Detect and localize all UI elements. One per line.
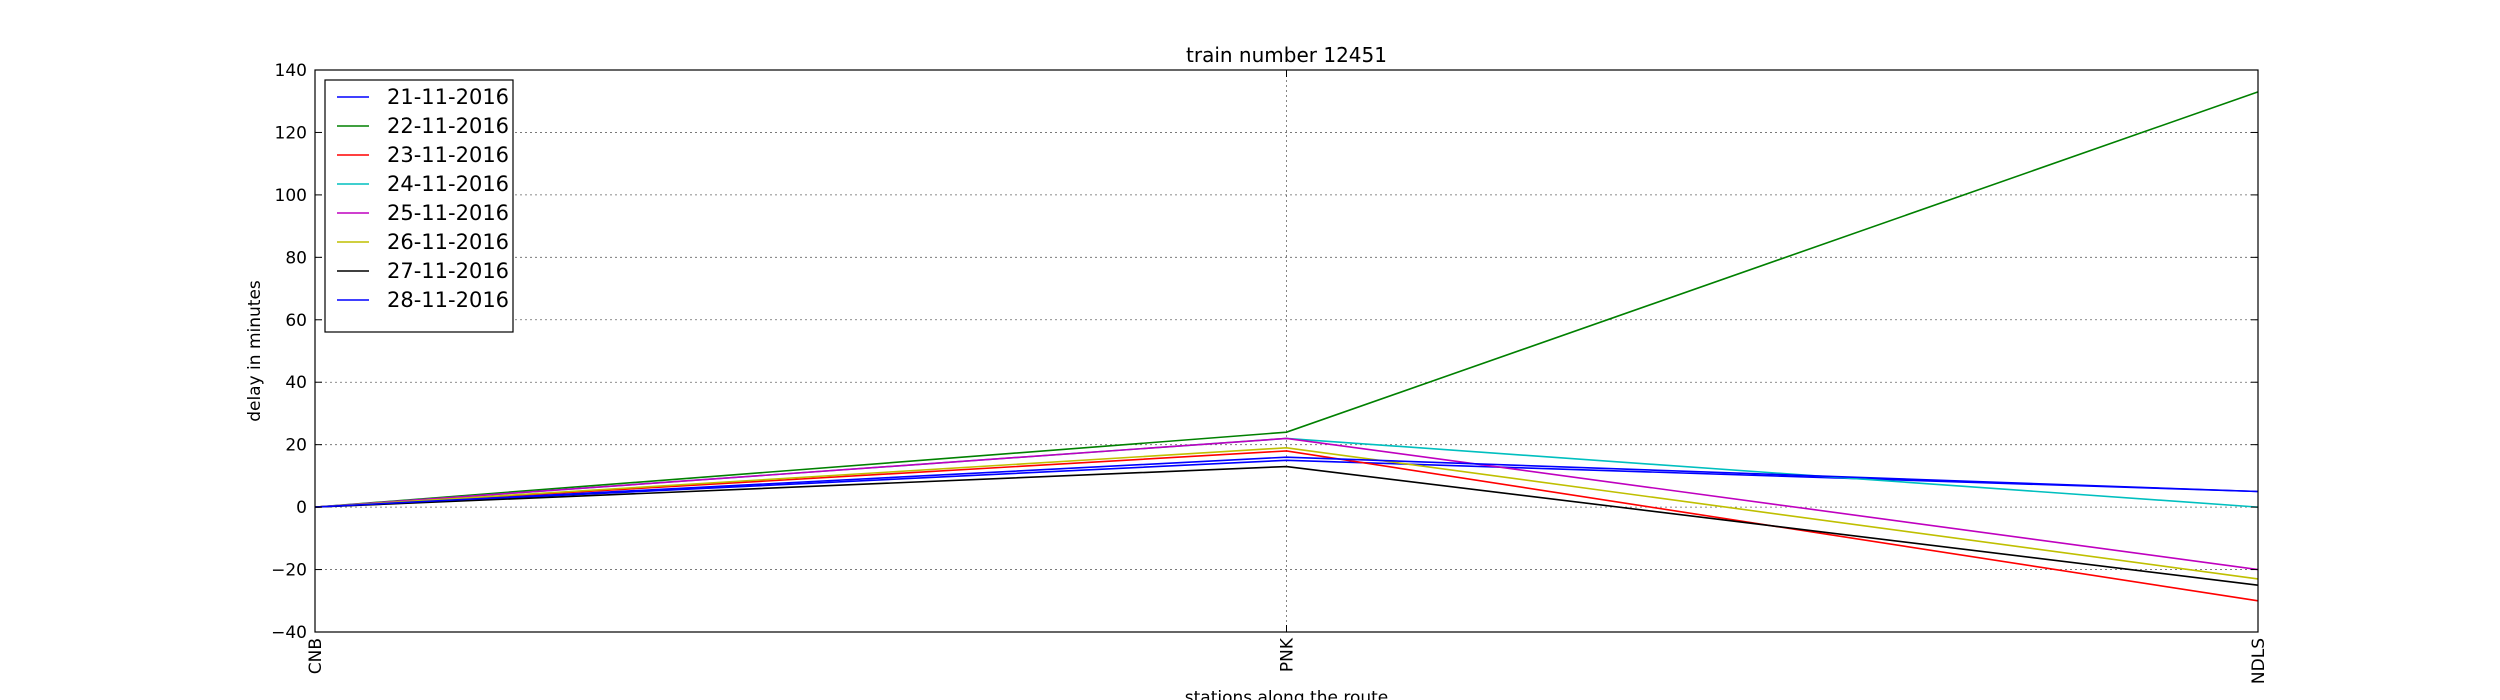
axis-ticks: −40 −20 0 20 40 60 80 100 120 140 CNB PNK NDLS [271, 61, 2269, 684]
series-line [314, 450, 2259, 602]
chart-title: train number 12451 [1186, 43, 1387, 67]
legend-label: 27-11-2016 [387, 259, 509, 283]
legend-label: 28-11-2016 [387, 288, 509, 312]
legend-label: 23-11-2016 [387, 143, 509, 167]
grid [315, 70, 2258, 632]
series-line [314, 459, 2259, 508]
x-tick-label: NDLS [2249, 638, 2269, 684]
y-tick-label: 140 [275, 61, 307, 81]
y-tick-label: 40 [285, 373, 307, 393]
series-line [314, 456, 2259, 508]
series-line [314, 465, 2259, 586]
legend-label: 26-11-2016 [387, 230, 509, 254]
x-tick-label: PNK [1278, 637, 1298, 672]
series-lines [314, 91, 2259, 602]
x-tick-label: CNB [306, 638, 326, 674]
y-tick-label: 100 [275, 186, 307, 206]
legend-box [324, 79, 514, 333]
series-line [314, 91, 2259, 508]
x-axis-label: stations along the route [1185, 688, 1389, 700]
y-tick-label: 0 [296, 498, 307, 518]
legend: 21-11-2016 22-11-2016 23-11-2016 24-11-2016… [324, 79, 514, 333]
y-axis-label: delay in minutes [245, 280, 265, 422]
series-line [314, 437, 2259, 571]
y-tick-label: −20 [271, 561, 307, 581]
series-line [314, 446, 2259, 580]
y-tick-label: 80 [285, 248, 307, 268]
legend-label: 22-11-2016 [387, 114, 509, 138]
y-tick-label: 20 [285, 436, 307, 456]
y-tick-label: 60 [285, 311, 307, 331]
y-tick-label: 120 [275, 123, 307, 143]
y-tick-label: −40 [271, 623, 307, 643]
legend-label: 21-11-2016 [387, 85, 509, 109]
legend-label: 25-11-2016 [387, 201, 509, 225]
legend-label: 24-11-2016 [387, 172, 509, 196]
